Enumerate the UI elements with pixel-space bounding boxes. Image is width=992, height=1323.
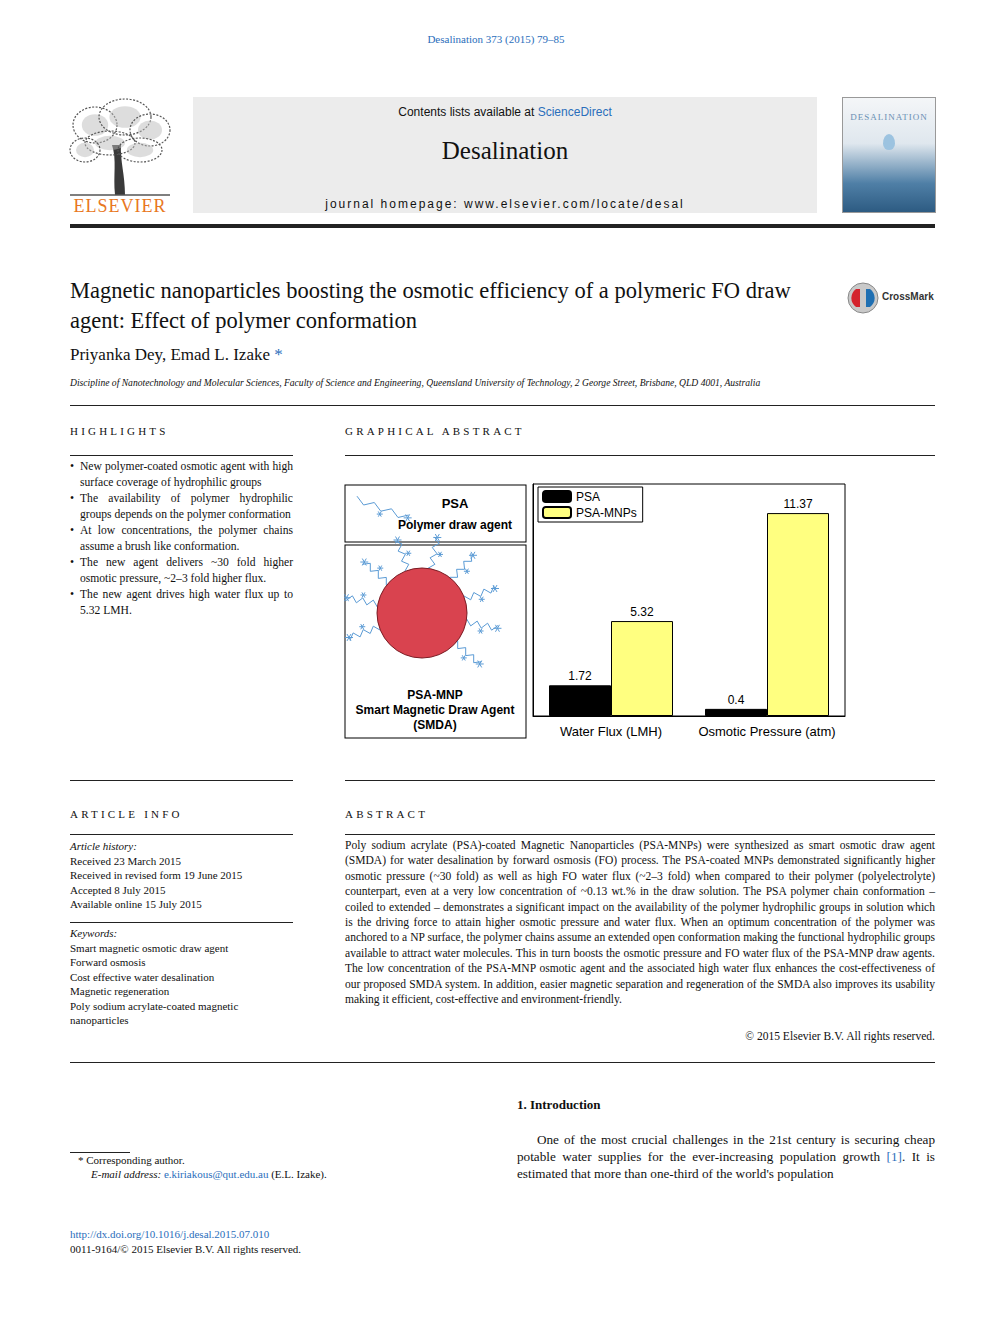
html-text:Desalination 373 (2015) 79–85: Desalination 373 (2015) 79–85 bbox=[427, 33, 565, 45]
svg-text:PSA-MNPs: PSA-MNPs bbox=[576, 506, 637, 520]
html-text:Highlights: Highlights bbox=[70, 425, 169, 437]
html-text:The new agent delivers ~30 fol: The new agent delivers ~30 fold higher o… bbox=[80, 556, 293, 585]
html-text:journal homepage: www.elsevier: journal homepage: www.elsevier.com/locat… bbox=[325, 197, 685, 211]
html-text:Magnetic regeneration: Magnetic regeneration bbox=[70, 985, 170, 997]
html-text:One of the most crucial challe: One of the most crucial challenges in th… bbox=[517, 1132, 935, 1181]
html-text:Magnetic nanoparticles boostin: Magnetic nanoparticles boosting the osmo… bbox=[70, 278, 791, 333]
html-text:Forward osmosis: Forward osmosis bbox=[70, 956, 146, 968]
svg-text:PSA: PSA bbox=[442, 496, 469, 511]
html-text:1. Introduction: 1. Introduction bbox=[517, 1097, 601, 1112]
html-text:* Corresponding author.: * Corresponding author. bbox=[78, 1154, 185, 1166]
html-text:Graphical abstract: Graphical abstract bbox=[345, 425, 525, 437]
html-text:ELSEVIER: ELSEVIER bbox=[73, 196, 167, 216]
svg-text:Smart Magnetic Draw Agent: Smart Magnetic Draw Agent bbox=[356, 703, 515, 717]
html-text:E-mail address: e.kiriakous@qu: E-mail address: e.kiriakous@qut.edu.au (… bbox=[91, 1168, 327, 1180]
html-text:Smart magnetic osmotic draw ag: Smart magnetic osmotic draw agent bbox=[70, 941, 229, 954]
html-text:0011-9164/© 2015 Elsevier B.V.: 0011-9164/© 2015 Elsevier B.V. All right… bbox=[70, 1243, 302, 1255]
html-text:Article info: Article info bbox=[70, 808, 183, 820]
svg-text:Water Flux (LMH): Water Flux (LMH) bbox=[560, 724, 662, 739]
html-text:Article history:: Article history: bbox=[70, 840, 137, 852]
html-text:The availability of polymer hy: The availability of polymer hydrophilic … bbox=[80, 492, 293, 521]
html-text:Poly sodium acrylate-coated ma: Poly sodium acrylate-coated magnetic nan… bbox=[70, 999, 239, 1026]
html-text:CrossMark: CrossMark bbox=[882, 291, 934, 302]
svg-text:PSA-MNP: PSA-MNP bbox=[407, 688, 462, 702]
html-text:Received in revised form 19 Ju: Received in revised form 19 June 2015 bbox=[70, 869, 243, 881]
html-text:Cost effective water desalinat: Cost effective water desalination bbox=[70, 970, 215, 983]
html-text:Received 23 March 2015: Received 23 March 2015 bbox=[70, 854, 181, 867]
svg-text:11.37: 11.37 bbox=[783, 497, 812, 511]
html-text:© 2015 Elsevier B.V. All right: © 2015 Elsevier B.V. All rights reserved… bbox=[745, 1030, 935, 1042]
html-text:Discipline of Nanotechnology a: Discipline of Nanotechnology and Molecul… bbox=[70, 377, 761, 388]
svg-text:5.32: 5.32 bbox=[630, 605, 654, 619]
html-text:http://dx.doi.org/10.1016/j.de: http://dx.doi.org/10.1016/j.desal.2015.0… bbox=[70, 1228, 270, 1240]
svg-text:Polymer draw agent: Polymer draw agent bbox=[398, 518, 512, 532]
svg-text:PSA: PSA bbox=[576, 490, 600, 504]
html-text:The new agent drives high wate: The new agent drives high water flux up … bbox=[80, 588, 293, 617]
html-text:New polymer-coated osmotic age: New polymer-coated osmotic agent with hi… bbox=[80, 460, 293, 489]
svg-text:1.72: 1.72 bbox=[568, 669, 592, 683]
html-text:Accepted 8 July 2015: Accepted 8 July 2015 bbox=[70, 883, 166, 896]
html-text:DESALINATION: DESALINATION bbox=[850, 112, 928, 122]
html-text:Desalination: Desalination bbox=[441, 137, 569, 164]
html-text:Abstract: Abstract bbox=[345, 808, 429, 820]
svg-text:Osmotic Pressure (atm): Osmotic Pressure (atm) bbox=[698, 724, 835, 739]
html-text:Keywords:: Keywords: bbox=[70, 927, 118, 939]
html-text:Contents lists available at Sc: Contents lists available at ScienceDirec… bbox=[398, 105, 612, 119]
svg-text:(SMDA): (SMDA) bbox=[413, 718, 456, 732]
svg-text:0.4: 0.4 bbox=[728, 693, 745, 707]
html-text:Available online 15 July 2015: Available online 15 July 2015 bbox=[70, 898, 202, 910]
html-text:Poly sodium acrylate (PSA)-coa: Poly sodium acrylate (PSA)-coated Magnet… bbox=[345, 839, 935, 1006]
html-text:At low concentrations, the pol: At low concentrations, the polymer chain… bbox=[80, 524, 293, 553]
html-text:Priyanka Dey, Emad L. Izake *: Priyanka Dey, Emad L. Izake * bbox=[70, 345, 283, 364]
